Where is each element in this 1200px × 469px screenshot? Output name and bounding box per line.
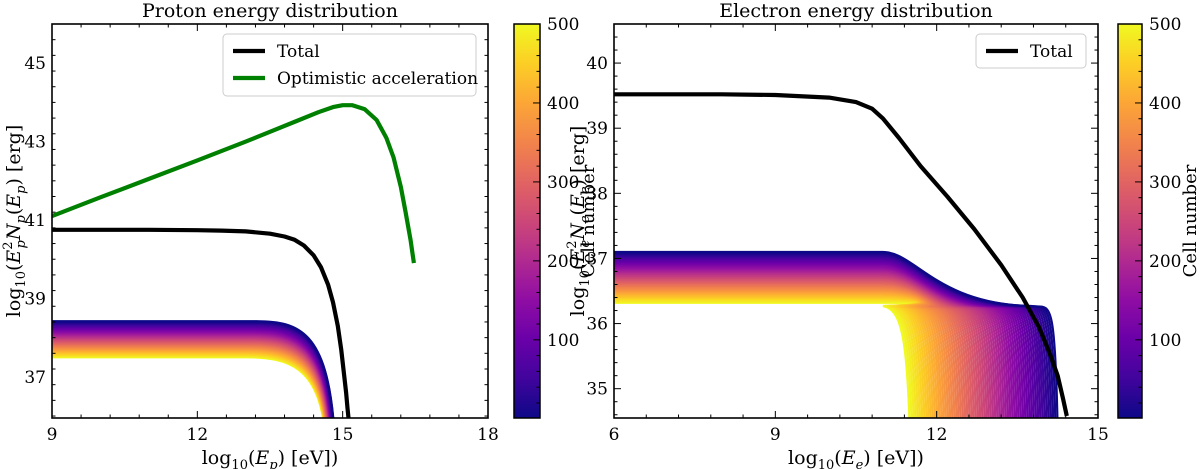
y-tick-label: 39 xyxy=(24,289,46,309)
y-tick-label: 38 xyxy=(586,184,608,204)
colorbar-tick-label: 100 xyxy=(547,331,579,351)
y-axis-label: log10(E2pNp(Ep) [erg] xyxy=(1,125,29,318)
cell-curve xyxy=(52,354,325,418)
x-tick-label: 9 xyxy=(47,425,58,445)
y-tick-label: 45 xyxy=(24,54,46,74)
chart-panel-1: 9 12 15 18 37 39 41 43 45 Proton energy distribut… xyxy=(1,0,599,469)
colorbar: 100 200 300 400 500 Cell number xyxy=(1117,15,1200,419)
chart-title: Proton energy distribution xyxy=(142,0,398,22)
legend-box xyxy=(975,33,1087,69)
colorbar-gradient xyxy=(513,23,541,419)
y-tick-label: 37 xyxy=(24,368,46,388)
colorbar-label: Cell number xyxy=(578,164,599,277)
cell-curve xyxy=(614,292,939,418)
colorbar-tick-label: 500 xyxy=(1149,15,1181,35)
legend-label: Total xyxy=(277,42,320,62)
y-tick-label: 41 xyxy=(24,211,46,231)
cell-curve xyxy=(614,296,926,418)
colorbar-tick-label: 400 xyxy=(1149,94,1181,114)
cell-curve xyxy=(614,250,1059,418)
x-tick-label: 15 xyxy=(1087,425,1109,445)
cell-curve xyxy=(52,354,325,418)
axes-frame xyxy=(613,23,1099,419)
cell-curve xyxy=(614,294,932,418)
y-tick-label: 43 xyxy=(24,133,46,153)
legend-label: Total xyxy=(1030,42,1073,62)
y-axis-label: log10(E2eNe(Ee) [erg] xyxy=(565,126,593,317)
cell-curve xyxy=(614,295,928,418)
axes-frame xyxy=(51,23,489,419)
cell-curve xyxy=(614,299,918,418)
series-line-optimistic-acceleration xyxy=(52,103,416,264)
plot-area xyxy=(52,103,416,418)
colorbar-tick-label: 400 xyxy=(547,94,579,114)
legend-box xyxy=(222,33,477,97)
colorbar-tick-label: 500 xyxy=(547,15,579,35)
series-line-total xyxy=(52,227,351,418)
y-tick-label: 36 xyxy=(586,315,608,335)
cell-curve xyxy=(614,300,918,418)
cell-curve xyxy=(52,356,325,418)
x-tick-label: 18 xyxy=(477,425,499,445)
colorbar-tick-label: 200 xyxy=(1149,252,1181,272)
x-axis-label: log10(Ep) [eV]) xyxy=(202,447,339,469)
x-tick-label: 9 xyxy=(770,425,781,445)
cell-curve xyxy=(52,320,335,418)
cell-curve xyxy=(614,295,930,418)
x-tick-label: 6 xyxy=(609,425,620,445)
colorbar-tick-label: 200 xyxy=(547,252,579,272)
chart-panel-2: 6 9 12 15 35 36 37 38 39 40 Electron energy distri… xyxy=(565,0,1200,469)
y-tick-label: 35 xyxy=(586,380,608,400)
cell-curve xyxy=(52,355,325,418)
cell-curve xyxy=(614,297,922,418)
y-tick-label: 37 xyxy=(586,249,608,269)
cell-curve xyxy=(614,293,935,418)
cell-curve xyxy=(52,353,325,418)
x-tick-label: 15 xyxy=(332,425,354,445)
legend: Total xyxy=(975,33,1087,69)
cell-curve xyxy=(614,301,917,418)
cell-curve xyxy=(614,300,918,418)
x-axis-label: log10(Ee) [eV]) xyxy=(788,447,924,469)
plot-area xyxy=(614,92,1069,418)
y-tick-label: 40 xyxy=(586,54,608,74)
legend-label: Optimistic acceleration xyxy=(277,69,478,89)
colorbar-tick-label: 300 xyxy=(1149,173,1181,193)
x-tick-label: 12 xyxy=(926,425,948,445)
colorbar-label: Cell number xyxy=(1180,164,1200,277)
chart-title: Electron energy distribution xyxy=(719,0,993,22)
colorbar-tick-label: 100 xyxy=(1149,331,1181,351)
y-tick-label: 39 xyxy=(586,119,608,139)
x-tick-label: 12 xyxy=(187,425,209,445)
colorbar: 100 200 300 400 500 Cell number xyxy=(513,15,599,419)
cell-curve xyxy=(614,297,924,418)
legend: Total Optimistic acceleration xyxy=(222,33,478,97)
cell-curve xyxy=(614,298,920,418)
series-line-total xyxy=(614,92,1069,417)
cell-curve xyxy=(52,355,325,418)
cell-curve xyxy=(614,292,937,418)
colorbar-tick-label: 300 xyxy=(547,173,579,193)
cell-curve xyxy=(614,291,941,418)
colorbar-gradient xyxy=(1117,23,1143,419)
